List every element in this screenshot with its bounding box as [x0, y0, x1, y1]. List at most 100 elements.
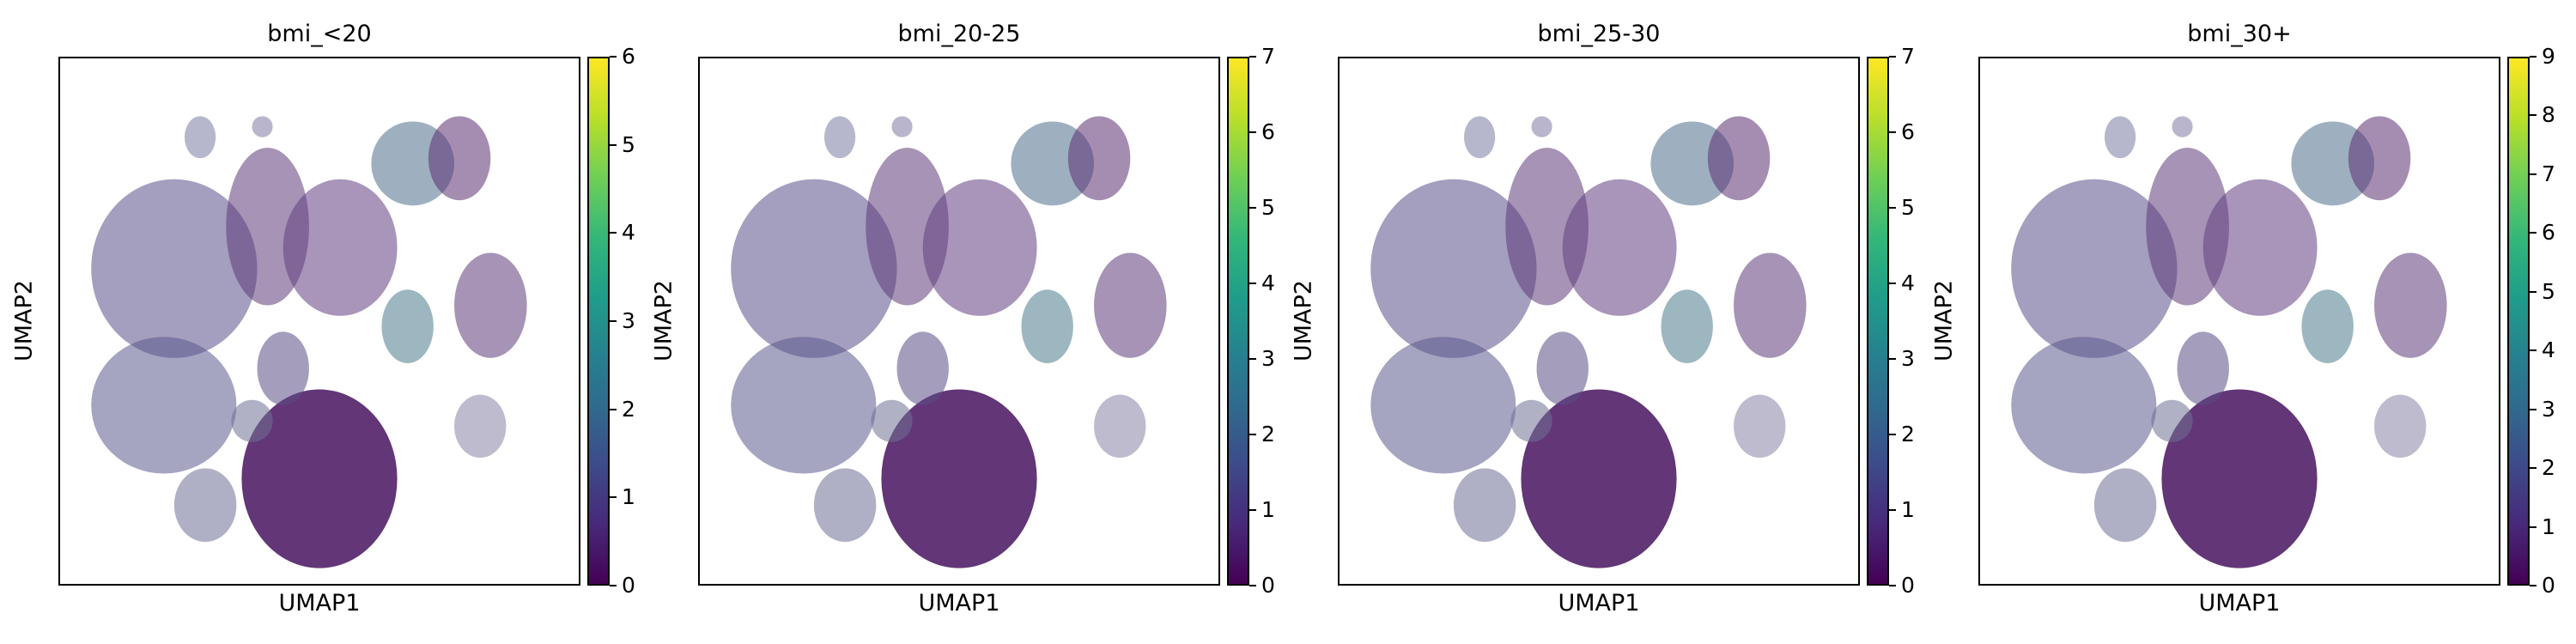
cell-cluster: [454, 394, 507, 459]
colorbar-tick-label: 1: [1261, 497, 1275, 522]
colorbar-tick: [2530, 408, 2537, 410]
scatter-plot-area: [1338, 57, 1860, 586]
cell-cluster: [1510, 399, 1552, 442]
cell-cluster: [173, 468, 237, 543]
cell-cluster: [2374, 252, 2447, 358]
cell-cluster: [881, 389, 1037, 568]
x-axis-label: UMAP1: [2198, 590, 2281, 617]
cell-cluster: [731, 337, 877, 474]
colorbar-tick: [2530, 56, 2537, 58]
umap-point-cloud: [731, 116, 1167, 568]
cell-cluster: [891, 116, 913, 137]
y-axis-label: UMAP2: [10, 280, 38, 361]
colorbar-tick: [2530, 114, 2537, 117]
colorbar-tick: [1889, 207, 1896, 209]
colorbar-tick-label: 6: [1261, 119, 1275, 144]
colorbar-tick: [1889, 56, 1896, 58]
colorbar-tick-label: 5: [1261, 195, 1275, 220]
cell-cluster: [1370, 337, 1516, 474]
colorbar-tick-label: 4: [1261, 270, 1275, 295]
umap-point-cloud: [91, 116, 527, 568]
colorbar-tick-label: 5: [2542, 278, 2555, 304]
colorbar-tick-label: 7: [1261, 44, 1275, 69]
colorbar-tick-label: 1: [2542, 513, 2555, 539]
cell-cluster: [1661, 289, 1713, 363]
colorbar-tick-label: 6: [1901, 119, 1915, 144]
cell-cluster: [257, 331, 309, 405]
cell-cluster: [1734, 394, 1786, 459]
colorbar-tick: [2530, 173, 2537, 175]
x-axis-label: UMAP1: [918, 590, 1000, 617]
cell-cluster: [1562, 179, 1677, 316]
scatter-plot-area: [1978, 57, 2500, 586]
umap-point-cloud: [2011, 116, 2447, 568]
cell-cluster: [2348, 116, 2411, 201]
cell-cluster: [2011, 179, 2178, 358]
colorbar-tick: [1249, 207, 1256, 209]
colorbar-tick-label: 4: [2542, 337, 2555, 363]
cell-cluster: [823, 116, 856, 159]
scatter-plot-area: [58, 57, 580, 586]
colorbar-tick-label: 9: [2542, 44, 2555, 69]
cell-cluster: [2301, 289, 2354, 363]
cell-cluster: [1531, 116, 1552, 137]
cell-cluster: [1370, 179, 1537, 358]
colorbar-tick: [1249, 434, 1256, 435]
colorbar-tick-label: 0: [1901, 573, 1915, 598]
cell-cluster: [896, 331, 949, 405]
colorbar-tick-label: 7: [1901, 44, 1915, 69]
colorbar-tick: [1249, 585, 1256, 586]
colorbar-tick: [1249, 131, 1256, 133]
cell-cluster: [231, 399, 273, 442]
cell-cluster: [1707, 116, 1771, 201]
y-axis-label: UMAP2: [650, 280, 677, 361]
cell-cluster: [2011, 337, 2157, 474]
colorbar-tick: [1889, 585, 1896, 586]
colorbar-tick: [1249, 509, 1256, 511]
cell-cluster: [1067, 116, 1131, 201]
panel-title: bmi_25-30: [1537, 21, 1661, 47]
cell-cluster: [1463, 116, 1496, 159]
colorbar-tick: [1889, 283, 1896, 284]
panel-title: bmi_20-25: [897, 21, 1021, 47]
cell-cluster: [91, 337, 237, 474]
cell-cluster: [428, 116, 491, 201]
colorbar-tick: [1889, 509, 1896, 511]
colorbar-tick: [1249, 358, 1256, 360]
cell-cluster: [2104, 116, 2136, 159]
colorbar-tick: [2530, 290, 2537, 293]
colorbar-tick-label: 5: [622, 131, 635, 157]
cell-cluster: [2177, 331, 2229, 405]
cell-cluster: [2151, 399, 2193, 442]
colorbar-tick: [1249, 56, 1256, 58]
colorbar: [2507, 57, 2530, 586]
colorbar-tick-label: 4: [1901, 270, 1915, 295]
colorbar: [1867, 57, 1889, 586]
colorbar-tick-label: 8: [2542, 102, 2555, 128]
umap-point-cloud: [1370, 116, 1807, 568]
colorbar-tick: [2530, 232, 2537, 234]
colorbar-tick-label: 6: [2542, 220, 2555, 246]
cell-cluster: [1453, 468, 1516, 543]
colorbar-tick: [2530, 467, 2537, 470]
colorbar-tick: [610, 320, 617, 322]
colorbar-tick: [2530, 349, 2537, 352]
colorbar-tick-label: 2: [1901, 422, 1915, 447]
cell-cluster: [922, 179, 1037, 316]
colorbar-tick-label: 0: [1261, 573, 1275, 598]
x-axis-label: UMAP1: [278, 590, 361, 617]
cell-cluster: [283, 179, 398, 316]
colorbar-tick-label: 2: [2542, 455, 2555, 481]
colorbar-tick: [2530, 526, 2537, 528]
cell-cluster: [241, 389, 398, 568]
colorbar-tick-label: 3: [1261, 346, 1275, 371]
colorbar-tick-label: 0: [622, 573, 635, 598]
cell-cluster: [731, 179, 897, 358]
cell-cluster: [1094, 252, 1167, 358]
y-axis-label: UMAP2: [1290, 280, 1317, 361]
colorbar: [587, 57, 610, 586]
colorbar-tick-label: 4: [622, 220, 635, 246]
colorbar-tick-label: 1: [1901, 497, 1915, 522]
colorbar-tick: [610, 496, 617, 499]
